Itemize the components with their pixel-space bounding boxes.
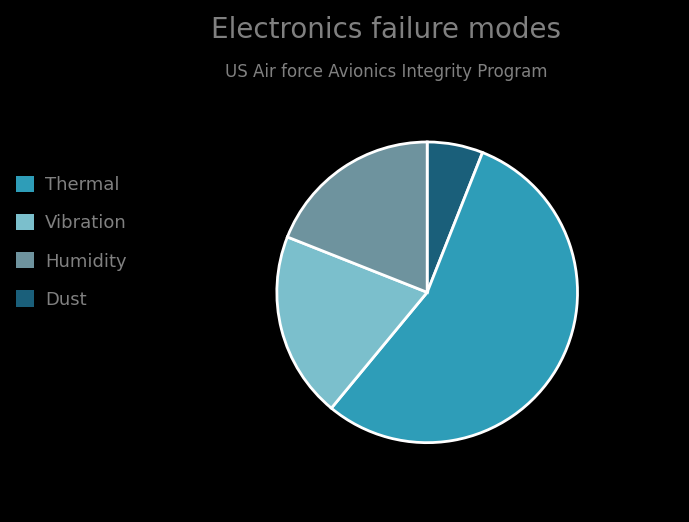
Wedge shape [427, 142, 482, 292]
Legend: Thermal, Vibration, Humidity, Dust: Thermal, Vibration, Humidity, Dust [16, 176, 127, 309]
Wedge shape [331, 152, 577, 443]
Text: Electronics failure modes: Electronics failure modes [211, 16, 561, 44]
Text: US Air force Avionics Integrity Program: US Air force Avionics Integrity Program [225, 63, 547, 80]
Wedge shape [287, 142, 427, 292]
Wedge shape [277, 237, 427, 408]
